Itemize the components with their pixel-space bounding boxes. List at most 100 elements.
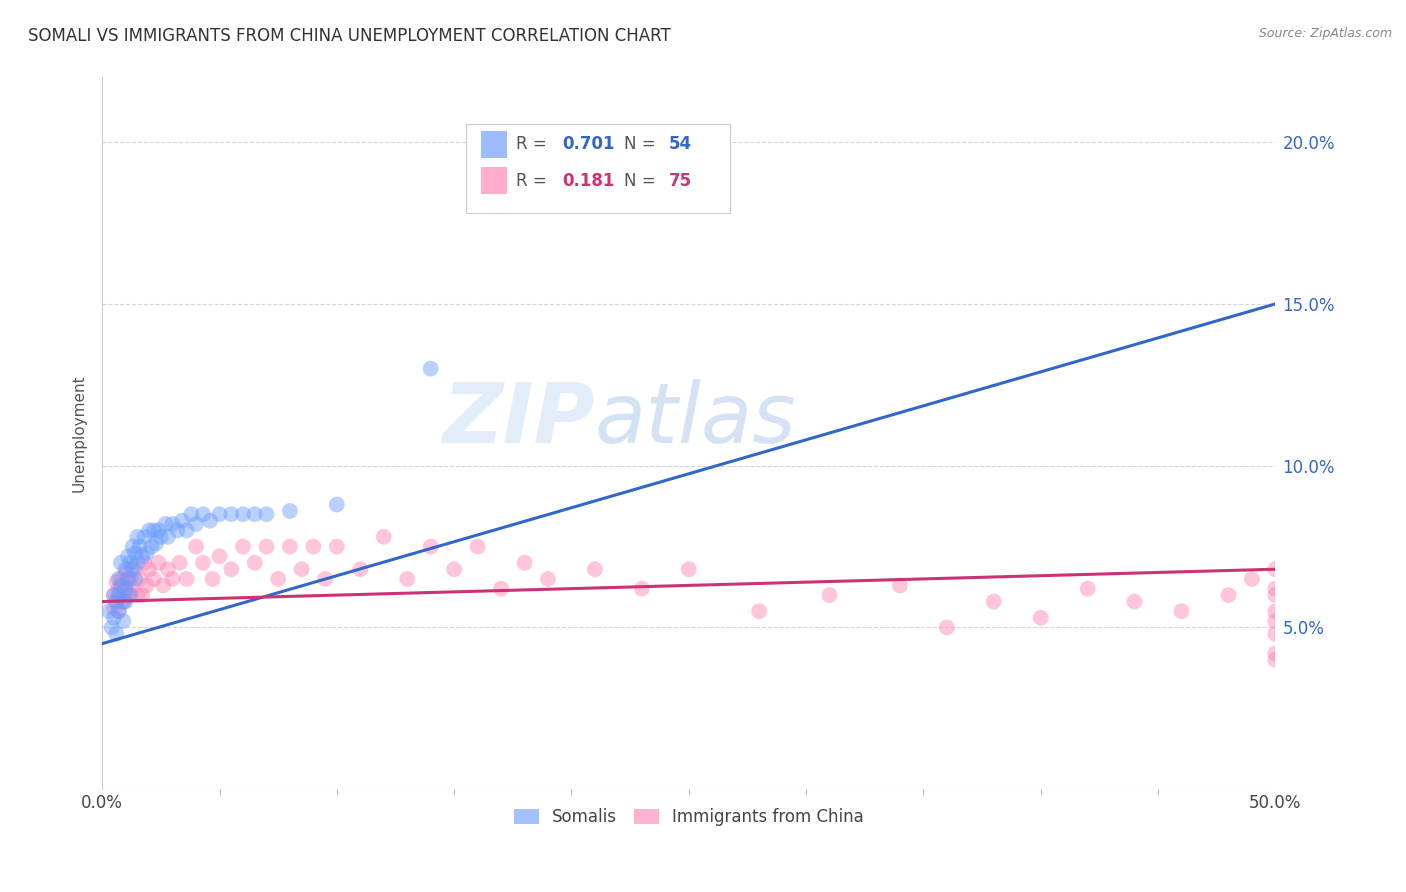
Text: Source: ZipAtlas.com: Source: ZipAtlas.com (1258, 27, 1392, 40)
Point (98, 604, 121, 618)
Point (267, 572, 290, 586)
Point (112, 594, 135, 608)
Point (443, 562, 465, 576)
Point (120, 556, 142, 570)
Point (169, 556, 191, 570)
FancyBboxPatch shape (465, 124, 730, 212)
Point (219, 562, 242, 576)
Point (1240, 572, 1263, 586)
Point (256, 540, 278, 554)
Point (141, 540, 163, 554)
Point (302, 540, 325, 554)
Point (145, 536, 167, 550)
Text: N =: N = (624, 172, 661, 190)
Legend: Somalis, Immigrants from China: Somalis, Immigrants from China (505, 799, 872, 834)
Point (1264, 627, 1286, 641)
Text: atlas: atlas (595, 378, 797, 459)
Point (176, 524, 198, 538)
Point (110, 556, 132, 570)
Point (114, 566, 136, 580)
Point (105, 627, 128, 641)
Point (134, 530, 156, 544)
Point (124, 572, 146, 586)
Point (537, 572, 560, 586)
Point (114, 594, 136, 608)
Point (128, 540, 150, 554)
Point (112, 594, 135, 608)
Point (121, 540, 143, 554)
Text: N =: N = (624, 135, 661, 153)
Point (314, 572, 336, 586)
Y-axis label: Unemployment: Unemployment (72, 375, 86, 492)
Point (121, 582, 143, 596)
Point (156, 562, 179, 576)
Point (1264, 646, 1286, 660)
Point (131, 549, 153, 564)
Point (117, 588, 139, 602)
Point (107, 572, 129, 586)
Point (1264, 562, 1286, 576)
Point (243, 507, 266, 521)
Point (134, 556, 156, 570)
Point (103, 611, 125, 625)
Point (1264, 614, 1286, 628)
Point (1170, 604, 1192, 618)
Point (1264, 582, 1286, 596)
Point (180, 507, 202, 521)
Point (166, 524, 188, 538)
Point (105, 594, 128, 608)
Point (138, 524, 160, 538)
Point (373, 530, 395, 544)
Point (107, 582, 129, 596)
Point (256, 507, 278, 521)
Text: R =: R = (516, 172, 553, 190)
Point (152, 578, 174, 592)
Point (114, 582, 136, 596)
Text: 75: 75 (669, 172, 692, 190)
Point (396, 572, 419, 586)
Point (583, 562, 606, 576)
Point (131, 588, 153, 602)
Point (127, 530, 149, 544)
Point (112, 614, 135, 628)
Text: 0.181: 0.181 (562, 172, 614, 190)
Point (135, 578, 157, 592)
Point (110, 578, 132, 592)
Point (103, 601, 125, 615)
Bar (481, 168, 508, 194)
Point (219, 507, 242, 521)
Point (208, 549, 231, 564)
Point (124, 562, 146, 576)
Point (142, 572, 165, 586)
Point (148, 556, 170, 570)
Point (326, 540, 349, 554)
Point (110, 572, 132, 586)
Point (748, 604, 770, 618)
Point (142, 524, 165, 538)
Point (889, 578, 911, 592)
Point (489, 582, 512, 596)
Point (1264, 604, 1286, 618)
Point (419, 361, 441, 376)
Point (191, 507, 214, 521)
Point (176, 572, 198, 586)
Point (1077, 582, 1099, 596)
Point (127, 588, 149, 602)
Point (107, 604, 129, 618)
Point (208, 507, 231, 521)
Point (1218, 588, 1240, 602)
Point (105, 575, 128, 590)
Point (120, 588, 142, 602)
Point (326, 498, 349, 512)
Point (1264, 653, 1286, 667)
Point (191, 556, 214, 570)
Point (1029, 611, 1052, 625)
Point (678, 562, 700, 576)
Point (112, 578, 135, 592)
Point (124, 546, 146, 560)
Point (184, 540, 207, 554)
Point (467, 540, 489, 554)
Point (631, 582, 654, 596)
Point (114, 562, 136, 576)
Point (983, 594, 1005, 608)
